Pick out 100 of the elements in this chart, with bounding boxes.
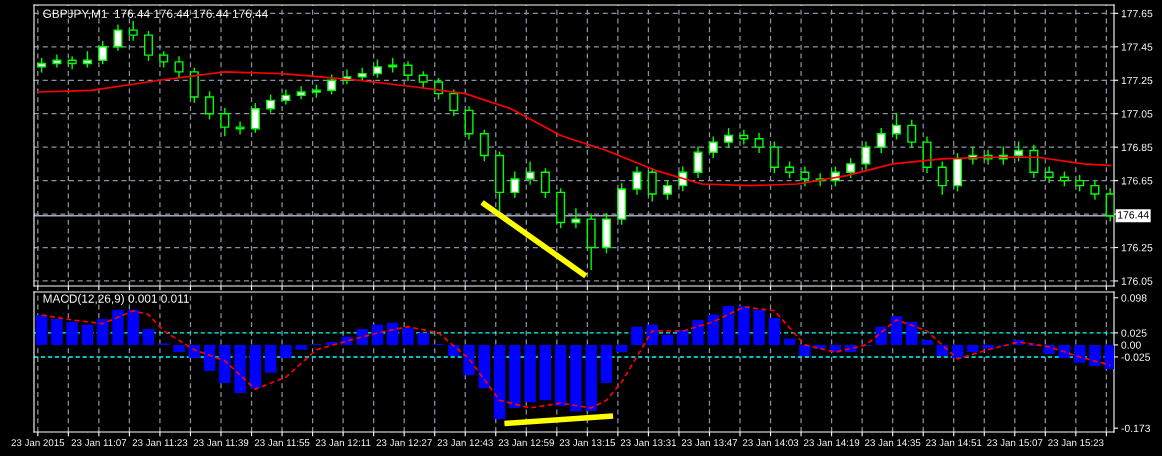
bar bbox=[1104, 344, 1114, 369]
candlestick bbox=[1090, 179, 1100, 200]
bar bbox=[1089, 344, 1101, 367]
candlestick bbox=[1029, 144, 1039, 178]
bar bbox=[615, 344, 628, 353]
x-tick-label: 23 Jan 2015 bbox=[11, 439, 65, 447]
candlestick bbox=[174, 56, 184, 78]
candlestick bbox=[876, 128, 886, 153]
bar bbox=[463, 344, 475, 376]
bar bbox=[264, 344, 277, 373]
bar bbox=[799, 344, 811, 356]
candlestick bbox=[739, 129, 749, 145]
candlestick bbox=[769, 141, 779, 173]
x-tick-label: 23 Jan 14:35 bbox=[865, 439, 921, 447]
candlestick bbox=[143, 31, 153, 61]
bar bbox=[188, 344, 201, 358]
bar bbox=[936, 344, 948, 356]
x-tick-label: 23 Jan 12:59 bbox=[498, 439, 554, 447]
y-tick-label: 177.65 bbox=[1121, 9, 1153, 18]
candlestick bbox=[937, 161, 947, 195]
bar bbox=[112, 309, 124, 345]
bar bbox=[35, 315, 48, 345]
candlestick bbox=[510, 171, 520, 199]
bar bbox=[66, 321, 78, 345]
bar bbox=[173, 344, 185, 353]
bar bbox=[448, 344, 460, 356]
bar bbox=[661, 334, 674, 345]
bar bbox=[982, 344, 994, 349]
bar bbox=[707, 314, 720, 345]
bar bbox=[81, 324, 94, 345]
bar bbox=[127, 309, 139, 345]
candlestick bbox=[464, 106, 474, 140]
y-tick-label: 176.65 bbox=[1121, 177, 1153, 185]
candlestick bbox=[128, 21, 138, 41]
x-tick-label: 23 Jan 13:31 bbox=[620, 439, 677, 447]
candlestick bbox=[754, 133, 764, 153]
x-tick-label: 23 Jan 14:03 bbox=[742, 439, 799, 447]
bar bbox=[356, 329, 368, 345]
y-tick-label: 0.025 bbox=[1121, 329, 1147, 337]
candlestick bbox=[647, 168, 657, 202]
candlestick bbox=[693, 146, 703, 178]
y-tick-label: 0.00 bbox=[1121, 341, 1141, 349]
y-tick-label: 177.25 bbox=[1121, 76, 1153, 85]
x-tick-label: 23 Jan 11:07 bbox=[71, 439, 127, 447]
x-tick-label: 23 Jan 11:55 bbox=[254, 439, 310, 447]
candlestick bbox=[403, 61, 413, 81]
candlestick bbox=[449, 89, 459, 117]
bar bbox=[722, 305, 735, 345]
bar bbox=[509, 344, 521, 408]
bar bbox=[219, 344, 231, 383]
candlestick bbox=[632, 166, 642, 195]
y-tick-label: 0.098 bbox=[1121, 294, 1147, 302]
bar bbox=[203, 344, 216, 371]
y-tick-label: 176.25 bbox=[1121, 244, 1153, 252]
bar bbox=[387, 322, 399, 345]
bar bbox=[738, 305, 750, 345]
candlestick bbox=[1014, 141, 1024, 162]
bar bbox=[906, 321, 918, 345]
candlestick bbox=[250, 102, 260, 133]
bar bbox=[585, 344, 597, 411]
bar bbox=[875, 326, 887, 345]
bar bbox=[1073, 344, 1086, 363]
bar bbox=[768, 317, 781, 345]
bar bbox=[967, 344, 979, 353]
candlestick bbox=[235, 121, 245, 135]
bar bbox=[890, 316, 903, 345]
candlestick bbox=[479, 129, 489, 162]
candlestick bbox=[907, 119, 917, 148]
y-tick-label: 176.05 bbox=[1121, 277, 1153, 285]
y-tick-label: 176.85 bbox=[1121, 143, 1153, 152]
y-tick-label: 177.45 bbox=[1121, 43, 1153, 51]
ref-line-label: 176.44 bbox=[1118, 211, 1149, 219]
candlestick bbox=[220, 108, 230, 137]
line-series bbox=[40, 306, 1112, 409]
candlestick bbox=[800, 166, 810, 187]
bar bbox=[554, 344, 567, 407]
bar bbox=[478, 344, 491, 389]
candlestick bbox=[113, 24, 123, 51]
bar bbox=[96, 318, 109, 345]
bar bbox=[234, 344, 246, 394]
bar bbox=[753, 309, 765, 345]
bar bbox=[677, 330, 689, 345]
x-tick-label: 23 Jan 12:11 bbox=[315, 439, 371, 447]
bar bbox=[280, 344, 292, 358]
bar bbox=[783, 338, 796, 345]
bar bbox=[921, 340, 933, 345]
bar bbox=[1043, 344, 1055, 355]
bar bbox=[295, 344, 307, 350]
bar bbox=[692, 319, 704, 345]
candlestick bbox=[540, 168, 550, 199]
bar bbox=[142, 329, 155, 345]
candlestick bbox=[525, 161, 535, 185]
candlestick bbox=[1044, 166, 1054, 183]
x-tick-label: 23 Jan 12:43 bbox=[437, 439, 493, 447]
bar bbox=[524, 344, 536, 403]
candlestick bbox=[662, 179, 673, 200]
y-tick-label: -0.173 bbox=[1121, 424, 1151, 433]
bar bbox=[600, 344, 613, 383]
candlestick bbox=[891, 113, 901, 140]
x-tick-label: 23 Jan 15:07 bbox=[987, 439, 1043, 447]
